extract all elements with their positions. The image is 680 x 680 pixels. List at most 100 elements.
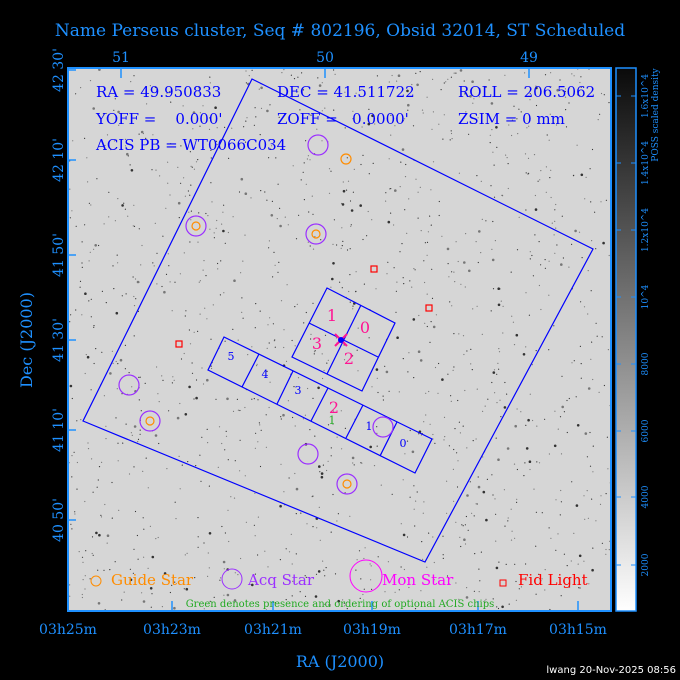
star-dot [310,338,312,340]
star-dot [470,348,472,350]
star-dot [319,471,321,473]
star-dot [465,111,467,113]
star-field [67,67,612,612]
star-dot [131,434,133,436]
star-dot [110,148,112,151]
star-dot [477,485,481,489]
star-dot [318,84,322,87]
star-dot [189,343,192,345]
star-dot [221,223,223,225]
star-dot [190,165,192,167]
star-dot [370,565,372,567]
star-dot [154,434,158,437]
star-dot [285,548,287,550]
x-tick-label: 03h25m [39,622,97,638]
star-dot [81,314,83,316]
star-dot [221,442,223,445]
star-dot [237,339,239,341]
star-dot [529,393,531,395]
star-dot [178,217,180,219]
star-dot [105,425,107,427]
star-dot [86,157,88,159]
star-dot [255,303,257,305]
star-dot [207,575,209,578]
star-dot [455,521,457,523]
star-dot [100,516,103,518]
star-dot [540,264,542,266]
star-dot [124,145,127,147]
star-dot [391,493,393,495]
star-dot [442,557,444,560]
star-dot [400,566,402,568]
star-dot [426,241,429,243]
star-dot [600,201,602,203]
star-dot [524,462,526,464]
star-dot [323,369,325,372]
star-dot [605,553,607,555]
star-dot [333,109,335,111]
star-dot [327,460,329,462]
star-dot [98,466,101,468]
star-dot [414,525,416,527]
star-dot [197,241,199,243]
star-dot [452,468,454,470]
star-dot [293,78,296,80]
star-dot [462,335,465,337]
star-dot [195,465,197,467]
y-tick-label: 42 10' [51,138,67,182]
star-dot [578,554,582,558]
star-dot [430,321,432,323]
star-dot [380,484,382,486]
star-dot [315,573,318,575]
star-dot [241,311,243,313]
star-dot [447,373,449,375]
star-dot [426,566,428,568]
star-dot [226,397,229,401]
star-dot [169,591,171,594]
star-dot [341,448,343,450]
star-dot [472,308,474,310]
star-dot [415,500,417,502]
star-dot [453,500,455,502]
star-dot [595,520,597,522]
star-dot [100,514,102,517]
star-dot [507,517,509,519]
star-dot [546,134,548,136]
star-dot [182,105,184,107]
star-dot [109,372,112,375]
star-dot [271,145,273,147]
star-dot [201,367,203,369]
colorbar-tick-label: 6000 [641,419,651,442]
star-dot [191,372,194,374]
star-dot [440,89,442,91]
acis-i-labels: 1 0 3 2 2 [312,306,370,417]
star-dot [288,551,291,553]
star-dot [371,588,373,591]
star-dot [428,390,430,393]
star-dot [327,424,330,426]
star-dot [291,563,293,565]
star-dot [168,91,170,93]
star-dot [383,116,385,118]
star-dot [171,310,173,312]
star-dot [480,551,482,553]
star-dot [111,350,113,352]
star-dot [484,600,486,602]
star-dot [285,599,287,601]
star-dot [435,314,437,316]
star-dot [591,341,593,343]
star-dot [352,118,354,120]
star-dot [513,463,516,465]
star-dot [142,470,144,472]
star-dot [282,413,285,417]
star-dot [478,96,480,98]
star-dot [223,568,225,570]
acq-star-marker [372,416,394,438]
star-dot [82,579,84,581]
star-dot [349,274,351,276]
star-dot [469,481,471,483]
star-dot [197,159,199,161]
star-dot [465,233,467,235]
star-dot [484,601,486,604]
